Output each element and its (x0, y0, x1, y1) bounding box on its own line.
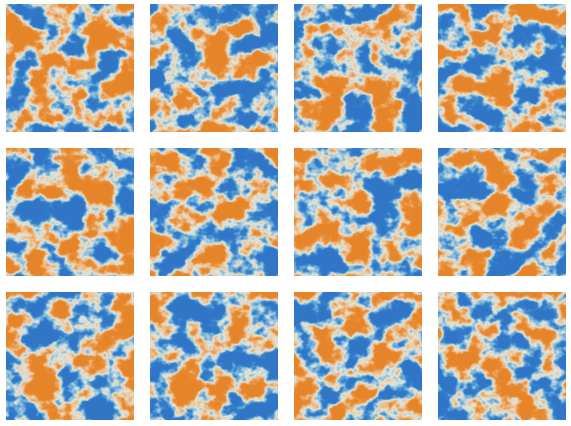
noise-tile (438, 4, 566, 132)
noise-tile (150, 148, 278, 276)
noise-tile (6, 4, 134, 132)
noise-tile (150, 4, 278, 132)
noise-tile (438, 148, 566, 276)
noise-tile (6, 148, 134, 276)
noise-tile (294, 4, 422, 132)
noise-tile (6, 292, 134, 420)
noise-tile (294, 292, 422, 420)
noise-tile (438, 292, 566, 420)
noise-tile (294, 148, 422, 276)
noise-tile (150, 292, 278, 420)
